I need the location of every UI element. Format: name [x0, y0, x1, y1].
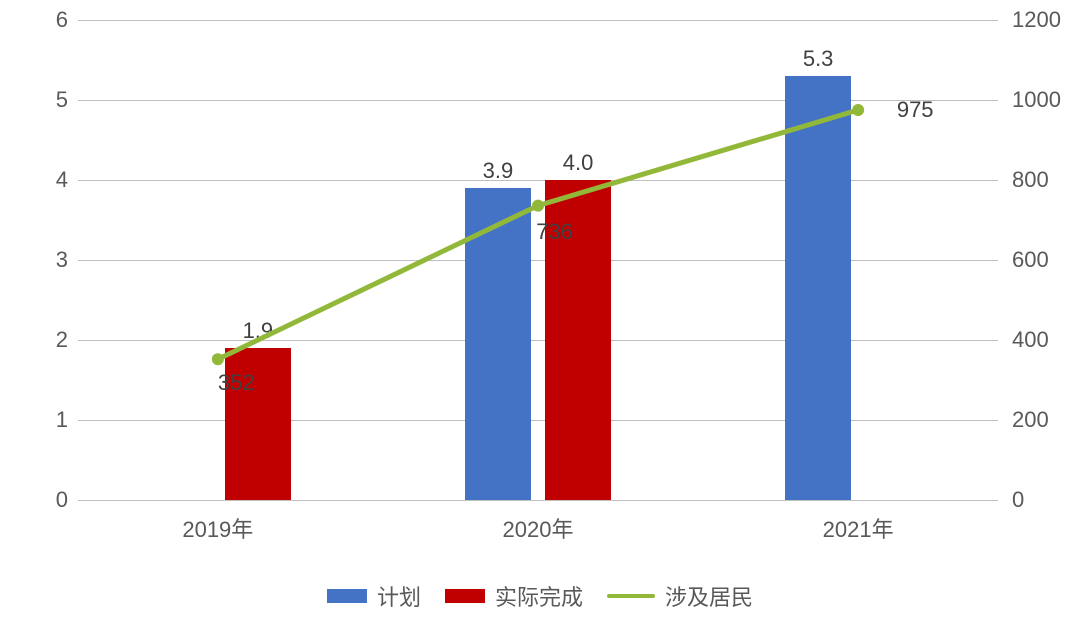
y-right-tick-label: 1000: [1012, 87, 1072, 113]
legend-swatch-line: [607, 594, 655, 598]
line-value-label: 975: [897, 97, 934, 123]
line-marker: [212, 353, 224, 365]
y-left-tick-label: 3: [28, 247, 68, 273]
line-value-label: 736: [536, 219, 573, 245]
line-layer: [78, 20, 998, 500]
y-left-tick-label: 1: [28, 407, 68, 433]
line-marker: [852, 104, 864, 116]
y-left-tick-label: 0: [28, 487, 68, 513]
y-right-tick-label: 600: [1012, 247, 1072, 273]
legend: 计划 实际完成 涉及居民: [0, 580, 1080, 612]
legend-item: 计划: [327, 580, 421, 612]
legend-swatch-bar: [445, 589, 485, 603]
y-right-tick-label: 200: [1012, 407, 1072, 433]
line-marker: [532, 200, 544, 212]
legend-item: 实际完成: [445, 580, 583, 612]
legend-label: 实际完成: [495, 580, 583, 612]
y-right-tick-label: 1200: [1012, 7, 1072, 33]
y-right-tick-label: 800: [1012, 167, 1072, 193]
y-right-tick-label: 0: [1012, 487, 1072, 513]
legend-item: 涉及居民: [607, 580, 753, 612]
y-left-tick-label: 5: [28, 87, 68, 113]
plot-area: 00120024003600480051000612001.93.94.05.3…: [78, 20, 998, 500]
x-category-label: 2021年: [823, 512, 894, 544]
x-category-label: 2020年: [503, 512, 574, 544]
y-left-tick-label: 4: [28, 167, 68, 193]
x-category-label: 2019年: [182, 512, 253, 544]
legend-label: 涉及居民: [665, 580, 753, 612]
legend-label: 计划: [377, 580, 421, 612]
y-right-tick-label: 400: [1012, 327, 1072, 353]
y-left-tick-label: 6: [28, 7, 68, 33]
x-axis-line: [78, 500, 998, 501]
y-left-tick-label: 2: [28, 327, 68, 353]
chart: 00120024003600480051000612001.93.94.05.3…: [0, 0, 1080, 629]
legend-swatch-bar: [327, 589, 367, 603]
line-value-label: 352: [218, 370, 255, 396]
